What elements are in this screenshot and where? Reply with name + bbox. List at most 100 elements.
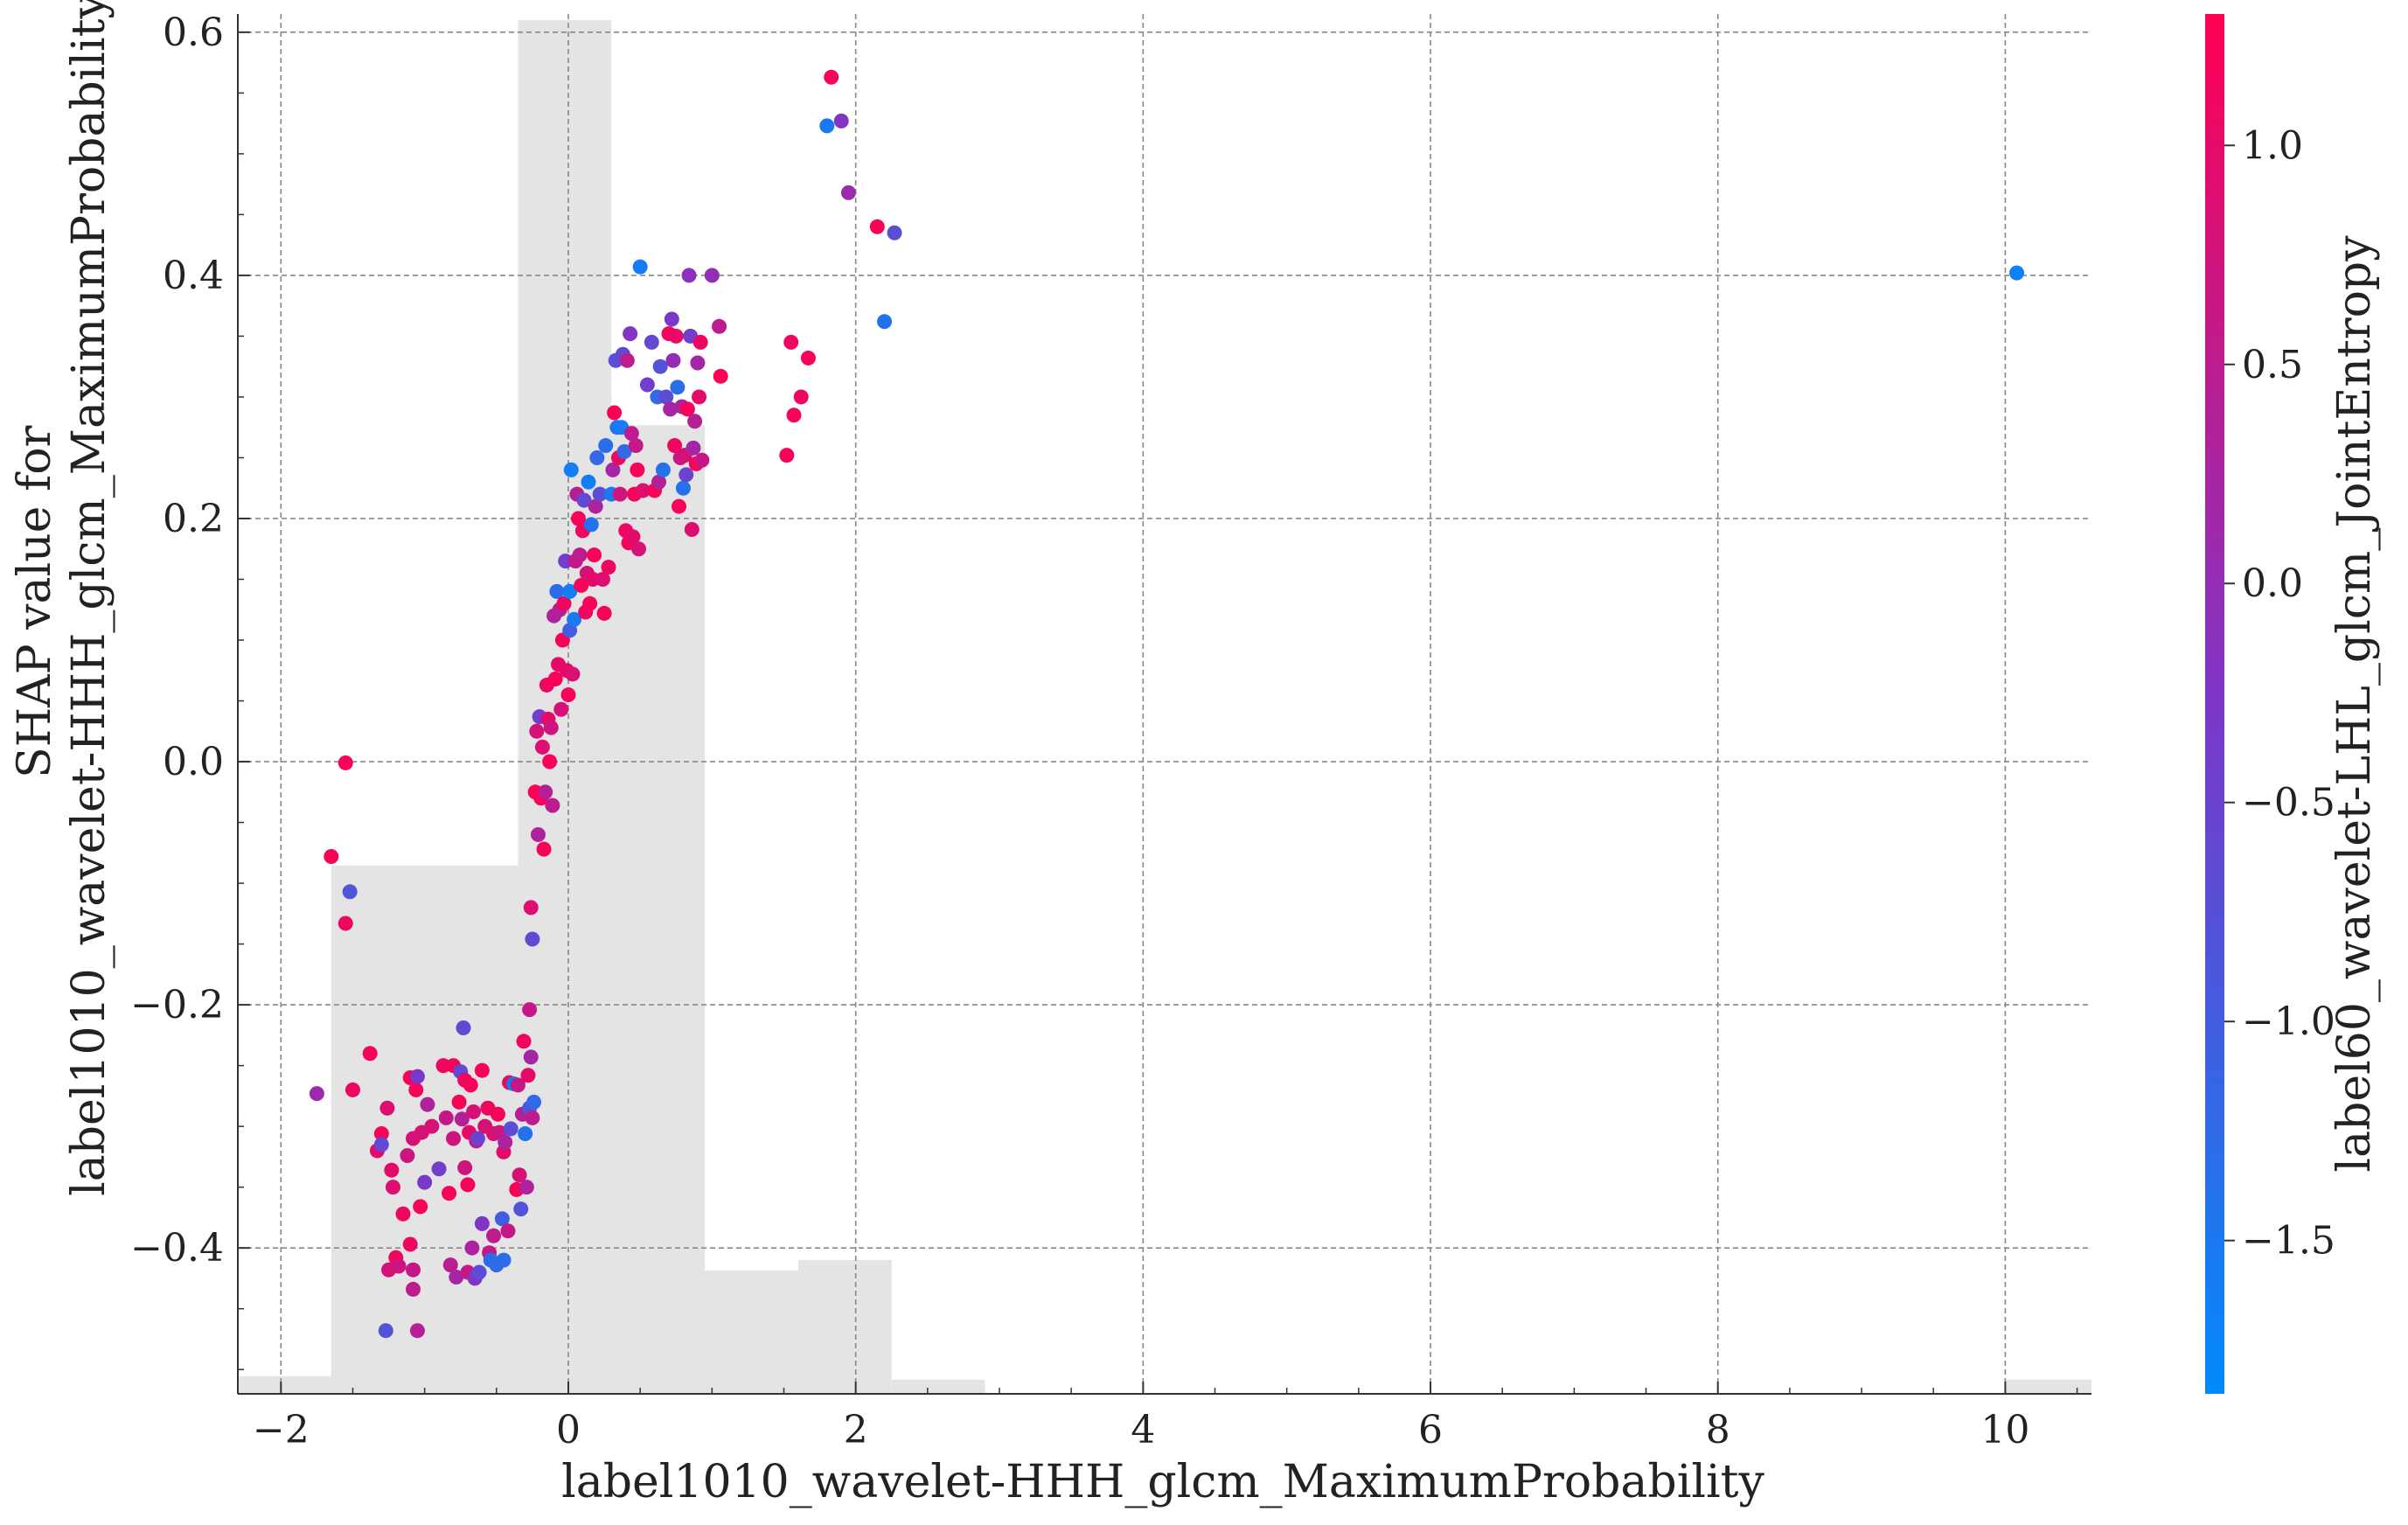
scatter-point bbox=[395, 1206, 411, 1222]
scatter-point bbox=[639, 377, 655, 393]
scatter-point bbox=[464, 1240, 480, 1256]
scatter-point bbox=[623, 326, 638, 342]
scatter-point bbox=[572, 547, 588, 563]
colorbar-label: label60_wavelet-LHL_glcm_JointEntropy bbox=[2328, 235, 2381, 1173]
scatter-point bbox=[324, 848, 339, 864]
scatter-point bbox=[486, 1228, 502, 1243]
scatter-point bbox=[498, 1134, 513, 1150]
scatter-point bbox=[664, 311, 679, 327]
colorbar-tick-label: −1.5 bbox=[2242, 1219, 2335, 1264]
scatter-point bbox=[525, 931, 540, 947]
scatter-point bbox=[523, 900, 539, 916]
scatter-point bbox=[442, 1186, 457, 1201]
scatter-point bbox=[466, 1104, 482, 1119]
scatter-point bbox=[563, 462, 579, 477]
x-tick-label: 6 bbox=[1418, 1408, 1443, 1452]
scatter-point bbox=[456, 1020, 471, 1036]
scatter-point bbox=[391, 1258, 407, 1274]
scatter-point bbox=[449, 1270, 464, 1285]
hist-bar-5 bbox=[705, 1271, 798, 1394]
scatter-point bbox=[596, 605, 612, 621]
scatter-point bbox=[424, 1118, 440, 1134]
scatter-point bbox=[667, 438, 683, 454]
scatter-point bbox=[681, 268, 697, 283]
scatter-point bbox=[675, 480, 691, 496]
scatter-point bbox=[567, 611, 582, 627]
scatter-point bbox=[529, 723, 545, 739]
scatter-point bbox=[679, 467, 694, 483]
scatter-point bbox=[309, 1086, 324, 1102]
scatter-point bbox=[692, 334, 708, 350]
scatter-point bbox=[547, 671, 563, 686]
scatter-point bbox=[522, 1002, 538, 1018]
scatter-point bbox=[409, 1323, 425, 1339]
scatter-point bbox=[460, 1177, 476, 1193]
scatter-point bbox=[526, 1094, 542, 1110]
scatter-point bbox=[704, 268, 720, 283]
scatter-point bbox=[516, 1034, 532, 1049]
x-tick-label: 10 bbox=[1980, 1408, 2029, 1452]
hist-bar-6 bbox=[797, 1259, 892, 1394]
scatter-point bbox=[402, 1236, 418, 1252]
scatter-point bbox=[373, 1137, 389, 1152]
scatter-point bbox=[405, 1281, 421, 1297]
x-tick-label: 4 bbox=[1131, 1408, 1155, 1452]
scatter-point bbox=[619, 352, 635, 368]
scatter-point bbox=[518, 1125, 533, 1141]
scatter-point bbox=[385, 1180, 400, 1195]
scatter-point bbox=[598, 438, 614, 454]
scatter-point bbox=[887, 225, 902, 240]
scatter-point bbox=[869, 219, 885, 234]
scatter-point bbox=[630, 462, 645, 477]
x-tick-labels: −2 0 2 4 6 8 10 bbox=[253, 1408, 2030, 1452]
x-tick-label: −2 bbox=[253, 1408, 310, 1452]
scatter-point bbox=[362, 1046, 378, 1062]
scatter-point bbox=[793, 389, 809, 405]
y-axis-label-line-2: label1010_wavelet-HHH_glcm_MaximumProbab… bbox=[63, 0, 115, 1196]
scatter-point bbox=[474, 1215, 490, 1231]
scatter-point bbox=[819, 118, 835, 134]
scatter-point bbox=[601, 560, 616, 575]
colorbar-ticks: −1.5 −1.0 −0.5 0.0 0.5 1.0 bbox=[2224, 123, 2335, 1264]
scatter-point bbox=[595, 571, 610, 587]
scatter-point bbox=[779, 448, 795, 463]
scatter-point bbox=[408, 1082, 424, 1097]
scatter-point bbox=[451, 1094, 467, 1110]
scatter-point bbox=[583, 517, 599, 533]
scatter-point bbox=[549, 583, 565, 599]
scatter-point bbox=[824, 69, 839, 85]
scatter-point bbox=[562, 583, 578, 599]
scatter-point bbox=[417, 1174, 433, 1190]
scatter-point bbox=[536, 841, 552, 857]
scatter-point bbox=[560, 687, 576, 703]
scatter-point bbox=[625, 529, 641, 545]
scatter-point bbox=[713, 368, 728, 384]
scatter-point bbox=[587, 547, 602, 563]
scatter-point bbox=[542, 754, 558, 769]
scatter-point bbox=[665, 352, 681, 368]
scatter-point bbox=[538, 784, 553, 800]
axes bbox=[237, 14, 2091, 1395]
scatter-point bbox=[457, 1159, 473, 1175]
scatter-point bbox=[446, 1131, 462, 1146]
scatter-point bbox=[400, 1147, 415, 1163]
scatter-point bbox=[454, 1111, 470, 1127]
scatter-point bbox=[373, 1125, 389, 1141]
scatter-point bbox=[694, 452, 710, 468]
y-tick-label: 0.0 bbox=[163, 740, 224, 784]
scatter-point bbox=[607, 405, 623, 421]
y-axis-label-line-1: SHAP value for bbox=[9, 426, 61, 778]
scatter-point bbox=[420, 1097, 435, 1112]
colorbar-tick-label: 0.5 bbox=[2242, 343, 2303, 387]
scatter-point bbox=[409, 1069, 425, 1084]
y-axis-label: SHAP value for label1010_wavelet-HHH_glc… bbox=[9, 0, 115, 1196]
scatter-point bbox=[655, 462, 671, 477]
scatter-point bbox=[658, 389, 674, 405]
scatter-point bbox=[684, 521, 699, 537]
scatter-point bbox=[534, 739, 550, 755]
scatter-point bbox=[800, 350, 816, 366]
scatter-point bbox=[589, 449, 605, 465]
hist-bar-8 bbox=[2005, 1379, 2091, 1394]
